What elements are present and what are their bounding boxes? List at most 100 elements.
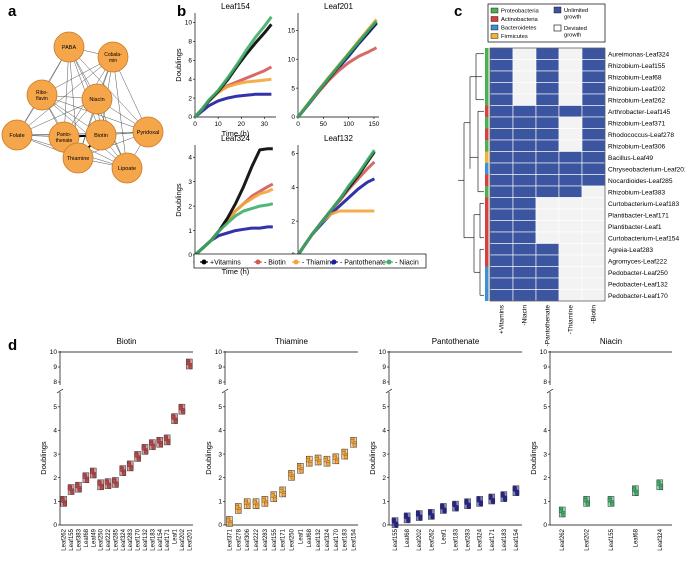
y-tick-label: 9 xyxy=(382,364,386,371)
box-point xyxy=(610,502,615,507)
x-tick-label: Leaf283 xyxy=(128,528,134,550)
x-tick-label: Leaf49 xyxy=(91,528,97,547)
box-point xyxy=(502,497,508,502)
box-point xyxy=(70,490,75,495)
box-point xyxy=(394,523,399,528)
legend-marker xyxy=(386,259,392,265)
y-axis-label: Doublings xyxy=(39,441,48,475)
heatmap-cell xyxy=(581,174,606,187)
heatmap-cell xyxy=(512,277,537,290)
x-tick-label: Leaf324 xyxy=(658,528,664,550)
y-tick-label: 5 xyxy=(218,404,222,411)
legend-label: - Pantothenate xyxy=(340,260,386,267)
heatmap-cell xyxy=(558,266,583,279)
network-node-label: Ribo- xyxy=(36,90,48,96)
heatmap-cell xyxy=(558,47,583,60)
heatmap-cell xyxy=(558,151,583,164)
network-node-label: Niacin xyxy=(89,97,104,103)
box-point xyxy=(334,459,340,464)
phylum-bar xyxy=(485,163,489,175)
x-tick-label: Leaf155 xyxy=(609,528,615,550)
heatmap-cell xyxy=(581,151,606,164)
strain-label: Pedobacter-Leaf132 xyxy=(608,282,668,289)
strain-label: Agromyces-Leaf222 xyxy=(608,259,667,266)
phylum-bar xyxy=(485,59,489,71)
vitamin-network-diagram: PABA Cobala-min Ribo-flavin Niacin Folate Pyr… xyxy=(1,31,164,184)
y-tick-label: 2 xyxy=(218,475,222,482)
heatmap-cell xyxy=(558,197,583,210)
box-point xyxy=(228,522,233,527)
x-tick-label: Leaf155 xyxy=(393,528,399,550)
network-node xyxy=(53,31,85,63)
y-tick-label: 0 xyxy=(543,522,547,529)
condition-label: -Thiamine xyxy=(568,305,575,335)
phylum-label: Actinobacteria xyxy=(501,17,539,23)
phylum-label: Firmicutes xyxy=(501,34,528,40)
heatmap-cell xyxy=(581,243,606,256)
heatmap-cell xyxy=(558,128,583,141)
heatmap-cell xyxy=(512,243,537,256)
box-point xyxy=(430,515,435,520)
heatmap-cell xyxy=(535,139,560,152)
y-tick-label: 1 xyxy=(543,499,547,506)
x-tick-label: Leaf171 xyxy=(165,528,171,550)
heatmap-cell xyxy=(581,220,606,233)
y-tick-label: 2 xyxy=(543,475,547,482)
phylum-bar xyxy=(485,128,489,140)
y-tick-label: 8 xyxy=(53,379,57,386)
legend-marker xyxy=(293,259,299,265)
y-tick-label: 3 xyxy=(188,179,192,186)
heatmap-cell xyxy=(489,162,514,175)
x-tick-label: Leaf262 xyxy=(62,528,68,550)
box-point xyxy=(478,502,484,507)
heatmap-cell xyxy=(512,185,537,198)
y-tick-label: 4 xyxy=(188,154,192,161)
phylum-bar xyxy=(485,94,489,106)
heatmap-cell xyxy=(581,197,606,210)
heatmap-cell xyxy=(535,162,560,175)
box-title: Thiamine xyxy=(275,337,308,346)
x-tick-label: Leaf324 xyxy=(478,528,484,550)
y-tick-label: 0 xyxy=(188,114,192,121)
growth-line xyxy=(193,225,273,257)
heatmap-cell xyxy=(581,116,606,129)
strain-label: Curtobacterium-Leaf154 xyxy=(608,236,679,243)
strain-label: Rhizobium-Leaf383 xyxy=(608,190,666,197)
heatmap-cell xyxy=(558,105,583,118)
x-tick-label: 150 xyxy=(369,121,380,128)
heatmap-cell xyxy=(535,82,560,95)
phylum-bar xyxy=(485,105,489,117)
y-tick-label: 2 xyxy=(382,475,386,482)
panel-label-b: b xyxy=(177,3,186,20)
x-tick-label: Leaf1 xyxy=(173,528,179,544)
heatmap-cell xyxy=(535,128,560,141)
phylum-bar xyxy=(485,266,489,278)
network-node xyxy=(62,142,94,174)
heatmap-cell xyxy=(489,139,514,152)
x-tick-label: 0 xyxy=(296,121,300,128)
heatmap-cell xyxy=(558,93,583,106)
x-tick-label: Leaf132 xyxy=(316,528,322,550)
x-axis-label: Time (h) xyxy=(222,129,250,138)
axis-break xyxy=(546,388,554,394)
x-tick-label: Leaf202 xyxy=(180,528,186,550)
y-axis-label: Doublings xyxy=(529,441,538,475)
box-point xyxy=(62,502,68,507)
phylum-bar xyxy=(485,140,489,152)
y-tick-label: 0 xyxy=(188,252,192,259)
phylum-bar xyxy=(485,151,489,163)
box-point xyxy=(418,516,423,521)
x-tick-label: 10 xyxy=(215,121,223,128)
heatmap-cell xyxy=(581,289,606,302)
x-tick-label: Leaf222 xyxy=(254,528,260,550)
legend-marker xyxy=(201,259,207,265)
network-node xyxy=(132,116,164,148)
box-point xyxy=(107,484,112,489)
x-tick-label: Leaf183 xyxy=(150,528,156,550)
heatmap-cell xyxy=(535,151,560,164)
heatmap-cell xyxy=(489,220,514,233)
growth-line xyxy=(193,202,274,257)
heatmap-cell xyxy=(489,59,514,72)
heatmap-cell xyxy=(581,277,606,290)
heatmap-cell xyxy=(581,82,606,95)
